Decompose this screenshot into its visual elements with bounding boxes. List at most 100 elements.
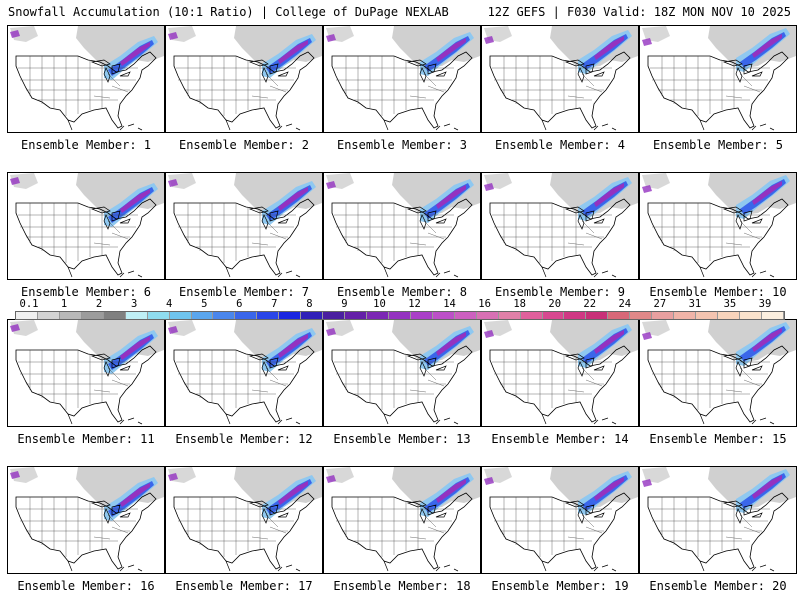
colorbar-tick-label: 35 (723, 298, 737, 310)
ensemble-member-panel: Ensemble Member: 16 (7, 466, 165, 593)
colorbar-swatch (323, 312, 346, 319)
ensemble-member-label: Ensemble Member: 6 (20, 285, 152, 299)
ensemble-member-panel: Ensemble Member: 2 (165, 25, 323, 152)
colorbar-tick-label: 10 (373, 298, 386, 310)
ensemble-member-panel: Ensemble Member: 13 (323, 319, 481, 446)
snowfall-map (639, 466, 797, 574)
colorbar-swatch (739, 312, 762, 319)
colorbar-tick-label: 2 (95, 298, 103, 310)
colorbar-swatch (191, 312, 214, 319)
ensemble-member-label: Ensemble Member: 1 (20, 138, 152, 152)
snowfall-map (639, 319, 797, 427)
snowfall-colorbar: 0.1 1 2 3 4 5 6 7 8 9 10 12 14 16 18 20 22 24 27 31 35 39 (15, 298, 785, 324)
ensemble-member-label: Ensemble Member: 17 (175, 579, 313, 593)
colorbar-swatch (718, 312, 740, 319)
snowfall-map (165, 25, 323, 133)
colorbar-swatch (103, 312, 126, 319)
ensemble-member-label: Ensemble Member: 2 (178, 138, 310, 152)
colorbar-tick-label: 39 (758, 298, 772, 310)
colorbar-tick-label: 8 (306, 298, 313, 310)
colorbar-swatch (674, 312, 697, 319)
colorbar-tick-label: 7 (271, 298, 278, 310)
colorbar-tick-label: 14 (443, 298, 456, 310)
snowfall-map (323, 25, 481, 133)
ensemble-member-panel: Ensemble Member: 3 (323, 25, 481, 152)
colorbar-tick-label: 5 (201, 298, 208, 310)
colorbar-tick-label: 31 (688, 298, 702, 310)
colorbar-swatch (367, 312, 389, 319)
colorbar-tick-label: 0.1 (19, 298, 39, 310)
ensemble-member-label: Ensemble Member: 9 (494, 285, 626, 299)
colorbar-swatch (498, 312, 521, 319)
ensemble-member-panel: Ensemble Member: 8 (323, 172, 481, 299)
ensemble-member-panel: Ensemble Member: 10 (639, 172, 797, 299)
colorbar-swatch (16, 312, 38, 319)
colorbar-tick-label: 22 (583, 298, 597, 310)
ensemble-member-panel: Ensemble Member: 5 (639, 25, 797, 152)
colorbar-swatch (125, 312, 148, 319)
colorbar-swatch (410, 312, 433, 319)
colorbar-tick-label: 4 (166, 298, 173, 310)
ensemble-member-label: Ensemble Member: 15 (649, 432, 787, 446)
colorbar-tick-label: 20 (548, 298, 562, 310)
ensemble-member-panel: Ensemble Member: 1 (7, 25, 165, 152)
ensemble-member-label: Ensemble Member: 18 (333, 579, 471, 593)
colorbar-swatch (432, 312, 455, 319)
colorbar-swatch (652, 312, 675, 319)
snowfall-map (481, 466, 639, 574)
ensemble-member-panel: Ensemble Member: 11 (7, 319, 165, 446)
colorbar-swatch (345, 312, 367, 319)
ensemble-member-label: Ensemble Member: 19 (491, 579, 629, 593)
colorbar-tick-label: 24 (618, 298, 632, 310)
ensemble-member-panel: Ensemble Member: 14 (481, 319, 639, 446)
ensemble-member-panel: Ensemble Member: 6 (7, 172, 165, 299)
snowfall-map (7, 466, 165, 574)
snowfall-map (323, 172, 481, 280)
colorbar-tick-label: 3 (130, 298, 138, 310)
ensemble-member-panel: Ensemble Member: 12 (165, 319, 323, 446)
ensemble-member-label: Ensemble Member: 3 (336, 138, 468, 152)
ensemble-member-panel: Ensemble Member: 19 (481, 466, 639, 593)
colorbar-swatch (761, 312, 784, 319)
colorbar-swatch (213, 312, 236, 319)
colorbar-swatch (542, 312, 565, 319)
colorbar-swatch (696, 312, 718, 319)
ensemble-member-label: Ensemble Member: 4 (494, 138, 626, 152)
colorbar-swatch (257, 312, 280, 319)
colorbar-swatch (279, 312, 302, 319)
run-valid-time: 12Z GEFS | F030 Valid: 18Z MON NOV 10 20… (487, 5, 791, 19)
ensemble-member-panel: Ensemble Member: 9 (481, 172, 639, 299)
colorbar-swatch (147, 312, 170, 319)
snowfall-map (7, 319, 165, 427)
colorbar-swatch (608, 312, 631, 319)
colorbar-swatch (454, 312, 477, 319)
snowfall-map (165, 466, 323, 574)
colorbar-swatches (15, 311, 785, 320)
ensemble-member-panel: Ensemble Member: 17 (165, 466, 323, 593)
colorbar-tick-label: 27 (653, 298, 667, 310)
ensemble-member-label: Ensemble Member: 12 (175, 432, 313, 446)
ensemble-member-label: Ensemble Member: 7 (178, 285, 310, 299)
ensemble-member-panel: Ensemble Member: 4 (481, 25, 639, 152)
snowfall-map (7, 25, 165, 133)
colorbar-swatch (388, 312, 411, 319)
snowfall-map (165, 319, 323, 427)
ensemble-member-label: Ensemble Member: 20 (649, 579, 787, 593)
snowfall-map (639, 172, 797, 280)
snowfall-map (323, 466, 481, 574)
map-title: Snowfall Accumulation (10:1 Ratio) | Col… (8, 5, 449, 19)
colorbar-swatch (520, 312, 543, 319)
ensemble-member-label: Ensemble Member: 16 (17, 579, 155, 593)
colorbar-swatch (37, 312, 60, 319)
colorbar-tick-label: 9 (341, 298, 348, 310)
colorbar-tick-label: 18 (513, 298, 526, 310)
colorbar-tick-label: 6 (236, 298, 243, 310)
ensemble-member-label: Ensemble Member: 11 (17, 432, 155, 446)
colorbar-swatch (564, 312, 587, 319)
colorbar-tick-label: 1 (60, 298, 68, 310)
snowfall-map (481, 319, 639, 427)
snowfall-map (7, 172, 165, 280)
colorbar-tick-label: 16 (478, 298, 491, 310)
colorbar-swatch (476, 312, 499, 319)
snowfall-map (323, 319, 481, 427)
